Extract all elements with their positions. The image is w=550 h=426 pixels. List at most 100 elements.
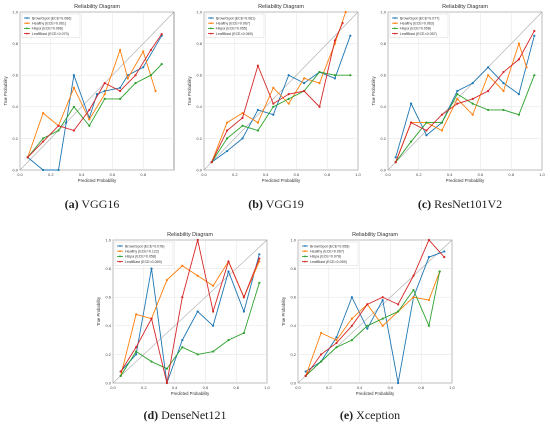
data-point [256, 129, 259, 132]
caption-name: VGG19 [265, 197, 304, 211]
y-tick-label: 0.0 [12, 167, 18, 172]
y-axis-label: True Probability [187, 76, 192, 106]
y-tick-label: 0.6 [12, 73, 18, 78]
data-point [471, 97, 474, 100]
caption-name: Xception [356, 408, 401, 422]
series-line [27, 33, 163, 158]
legend-marker [394, 32, 396, 35]
data-point [303, 77, 306, 80]
x-tick-label: 1.0 [355, 172, 361, 177]
data-point [333, 39, 336, 42]
data-point [381, 298, 384, 302]
x-tick-label: 0.4 [79, 172, 85, 177]
data-point [226, 137, 229, 140]
legend-marker [304, 245, 306, 247]
x-tick-label: 0.8 [324, 172, 330, 177]
data-point [42, 137, 45, 140]
data-point [425, 129, 428, 132]
y-tick-label: 0.0 [105, 380, 111, 385]
diagonal-line [387, 11, 543, 171]
data-point [349, 74, 352, 77]
caption-letter: (d) [143, 408, 159, 422]
x-tick-label: 0.0 [295, 385, 301, 390]
data-point [142, 50, 145, 53]
legend-label: Hispa (ECE=0.058) [400, 27, 431, 31]
y-tick-label: 0.2 [105, 352, 111, 357]
x-tick-label: 0.0 [17, 172, 23, 177]
legend-label: Healthy (ECE=0.061) [32, 22, 66, 26]
chart-panel-vgg19: Reliability Diagram 0.0 0.2 0.4 0.6 0.8 1.0 0.0… [186, 0, 366, 190]
x-tick-label: 0.2 [326, 385, 332, 390]
data-point [119, 374, 122, 377]
y-tick-label: 0.6 [290, 295, 296, 300]
chart-svg: Reliability Diagram 0.0 0.2 0.4 0.6 0.8 1.0 0.0… [371, 4, 546, 183]
data-point [381, 317, 384, 320]
x-axis-label: Predicted Probability [171, 391, 210, 396]
data-point [212, 324, 215, 327]
data-point [154, 89, 157, 93]
data-point [241, 137, 244, 140]
data-point [272, 86, 275, 89]
data-point [533, 34, 536, 37]
data-point [487, 74, 490, 77]
chart-title: Reliability Diagram [442, 4, 488, 10]
y-axis-label: True Probability [371, 76, 376, 106]
data-point [103, 93, 106, 96]
data-point [350, 339, 353, 342]
y-tick-label: 0.0 [290, 380, 296, 385]
data-point [366, 324, 369, 327]
legend-label: LeafBlast (ECE=0.070) [32, 32, 69, 36]
data-point [381, 324, 384, 327]
series-line [395, 30, 535, 163]
chart-svg: Reliability Diagram 0.0 0.2 0.4 0.6 0.8 1.0 0.0… [96, 232, 271, 396]
caption-letter: (b) [248, 197, 263, 211]
data-point [427, 238, 430, 242]
x-tick-label: 0.4 [447, 172, 453, 177]
caption-letter: (a) [64, 197, 79, 211]
data-point [366, 327, 369, 330]
legend-marker [304, 260, 306, 263]
x-axis-label: Predicted Probability [356, 391, 395, 396]
data-point [142, 66, 145, 69]
data-point [427, 324, 430, 327]
y-tick-label: 1.0 [105, 237, 111, 242]
data-point [287, 74, 290, 77]
data-point [333, 77, 336, 80]
legend-label: BrownSpot (ECE=0.078) [125, 244, 164, 248]
data-point [119, 48, 122, 52]
chart-title: Reliability Diagram [258, 4, 304, 10]
data-point [443, 250, 446, 253]
data-point [410, 140, 413, 143]
data-point [397, 310, 400, 313]
y-tick-label: 0.8 [380, 41, 386, 46]
data-point [397, 303, 400, 306]
data-point [119, 97, 122, 100]
data-point [103, 97, 106, 100]
caption-resnet101v2: (c) ResNet101V2 [370, 197, 550, 212]
data-point [42, 140, 45, 143]
legend-box [299, 241, 359, 266]
x-tick-label: 1.0 [539, 172, 545, 177]
data-point [135, 346, 138, 349]
y-tick-label: 0.2 [196, 136, 202, 141]
y-tick-label: 1.0 [290, 237, 296, 242]
data-point [242, 310, 245, 313]
data-point [412, 274, 415, 277]
y-tick-label: 1.0 [196, 9, 202, 14]
legend-label: Healthy (ECE=0.067) [216, 22, 250, 26]
legend-box [205, 13, 265, 38]
series-line [211, 11, 347, 163]
x-tick-label: 0.8 [233, 385, 239, 390]
data-point [350, 317, 353, 320]
legend-label: LeafBlast (ECE=0.057) [400, 32, 437, 36]
data-point [88, 124, 91, 127]
data-point [287, 102, 290, 105]
data-point [226, 129, 229, 132]
data-point [165, 381, 168, 385]
data-point [149, 48, 152, 52]
legend-label: Hispa (ECE=0.066) [32, 27, 63, 31]
data-point [258, 281, 261, 284]
legend-marker [210, 27, 212, 30]
data-point [303, 89, 306, 93]
data-point [135, 313, 138, 316]
